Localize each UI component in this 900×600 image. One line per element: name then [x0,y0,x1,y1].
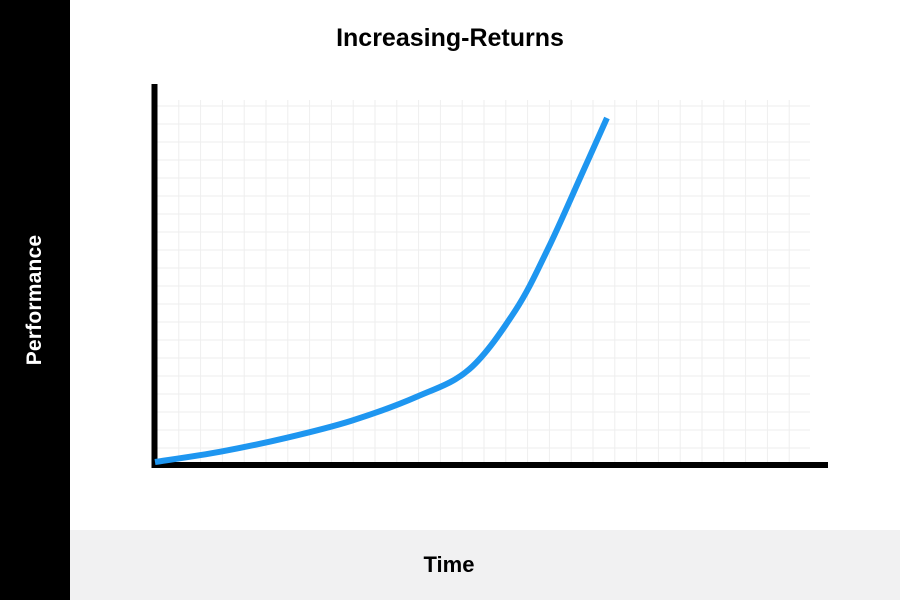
y-axis-label-panel: Performance [0,0,70,600]
series-line-0 [154,116,610,465]
chart-grid [155,100,810,462]
chart-axes [151,84,828,468]
x-axis-label-panel: Time [70,530,900,600]
chart-series [154,116,610,465]
x-axis-label: Time [423,552,475,577]
chart-title: Increasing-Returns [336,24,564,52]
